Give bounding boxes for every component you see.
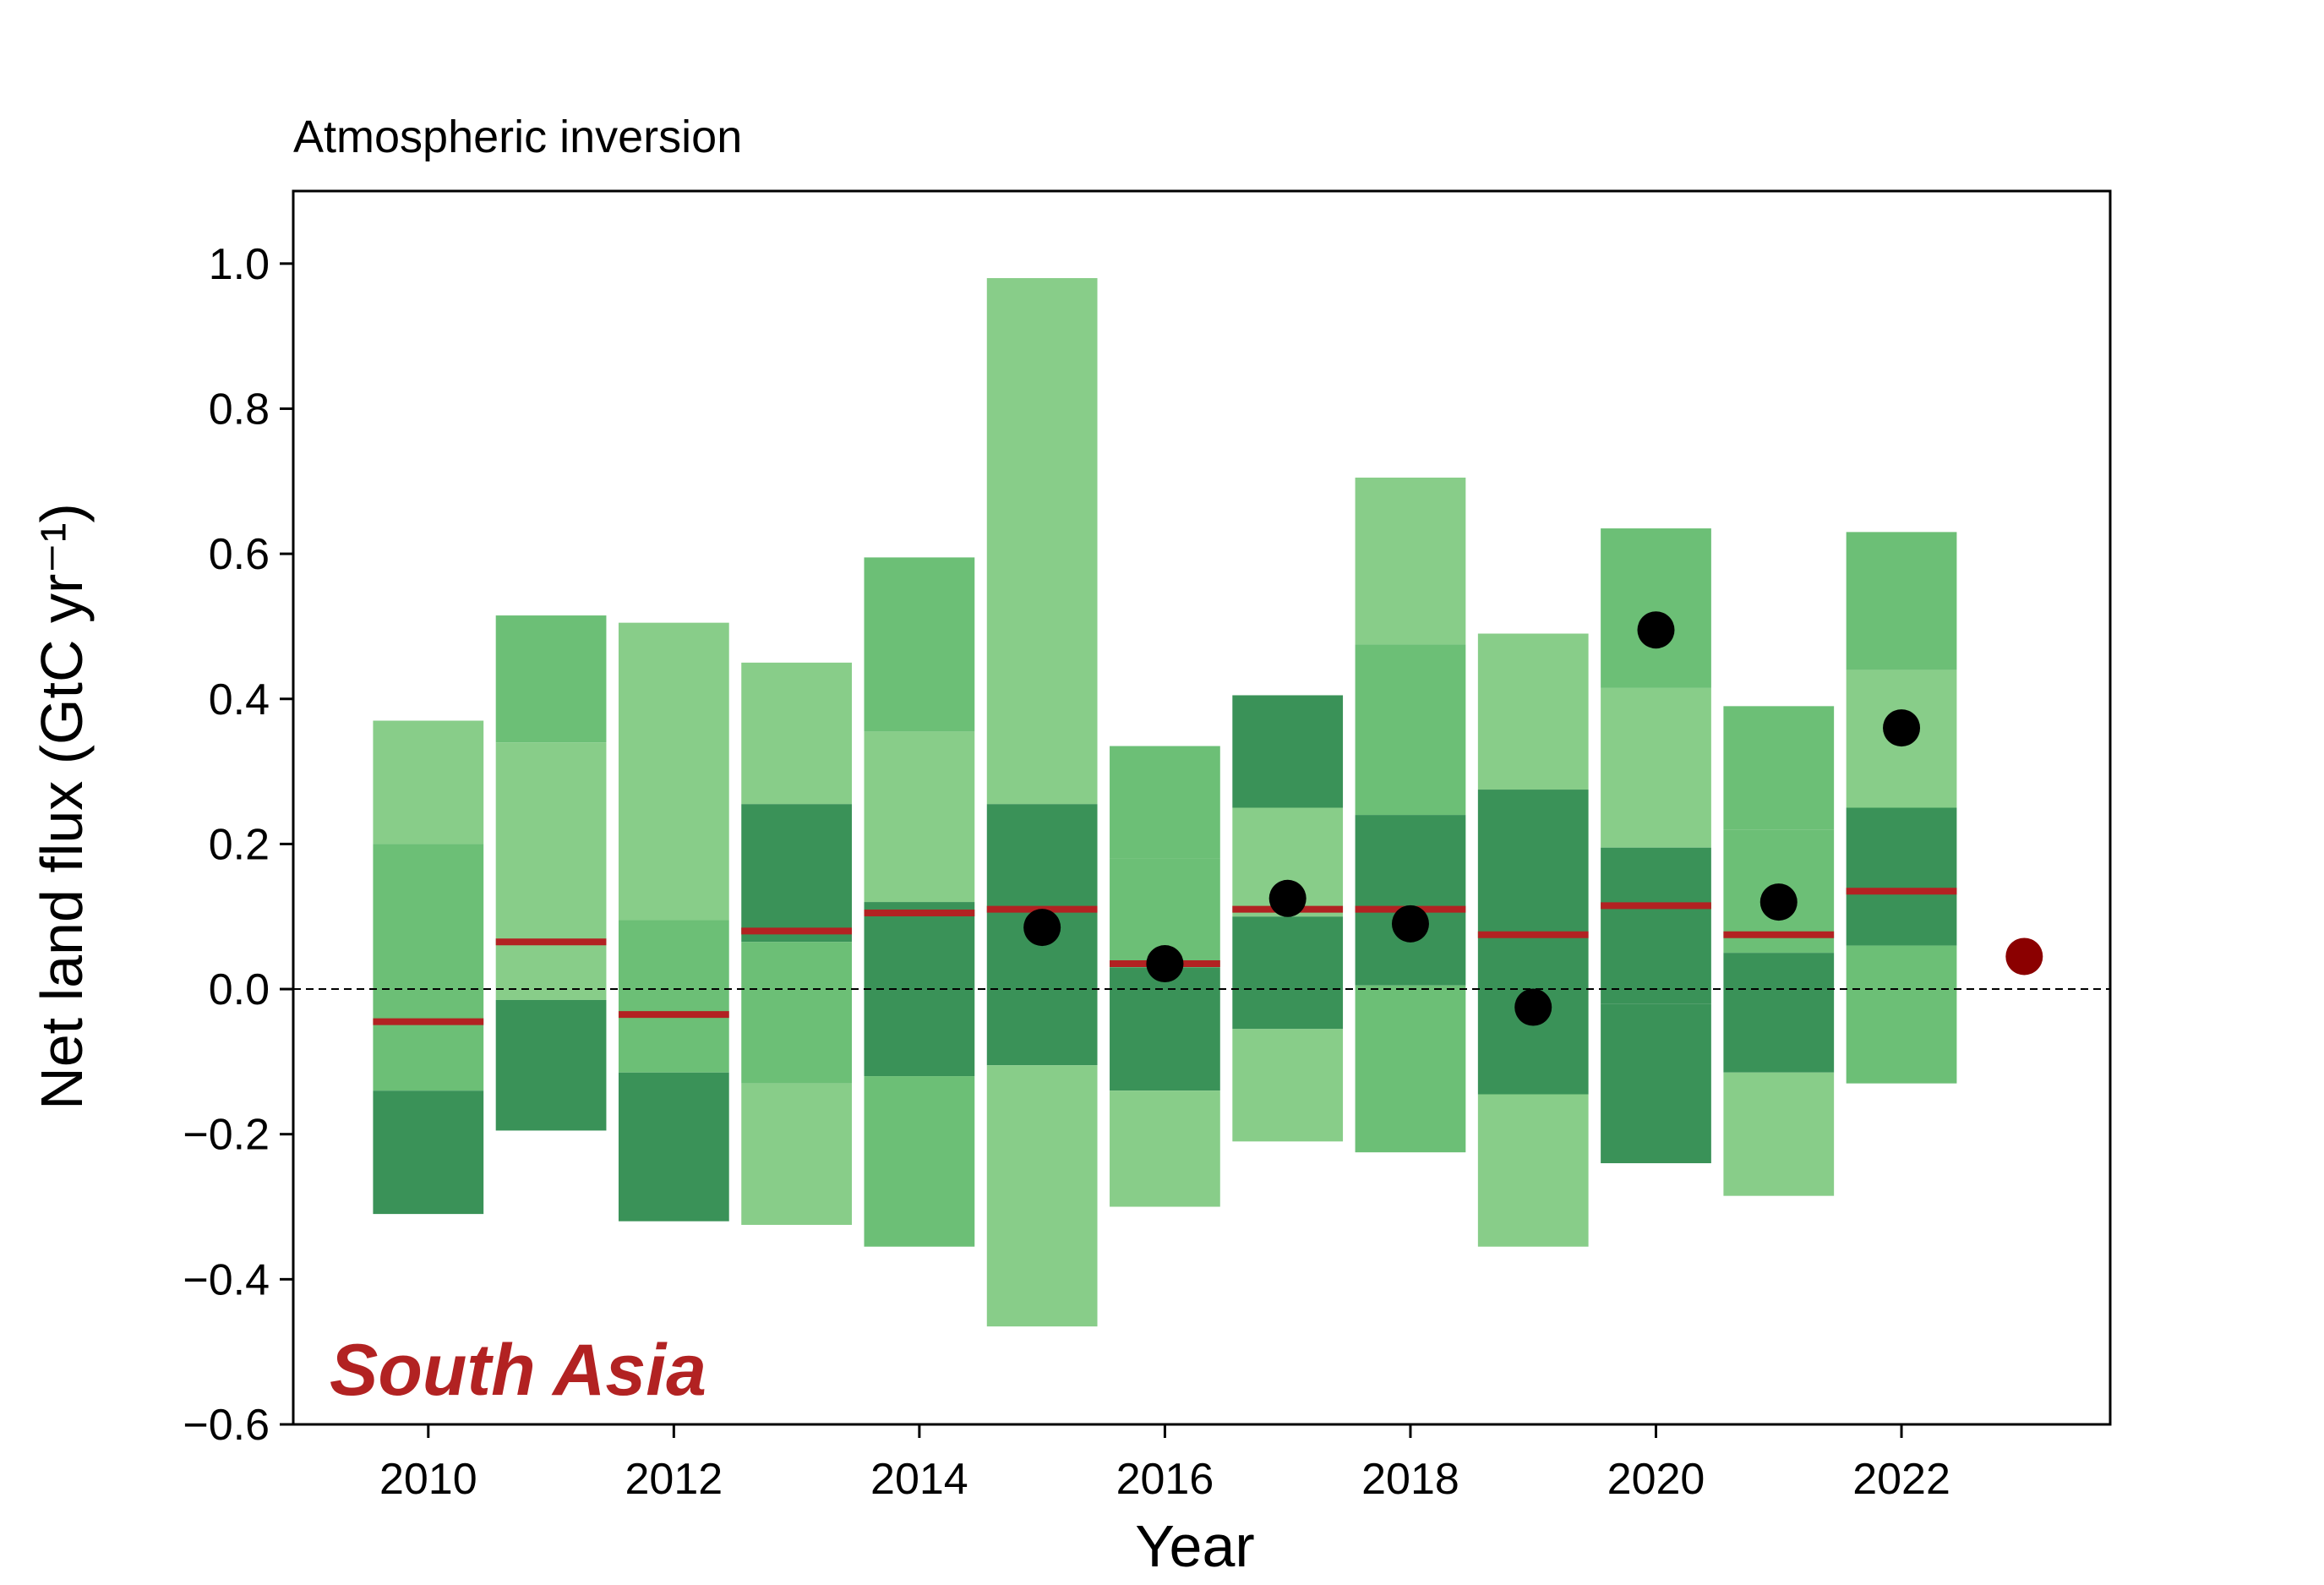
x-tick-label-2018: 2018 xyxy=(1361,1455,1459,1504)
bar-segment-2015-3 xyxy=(986,1065,1098,1327)
y-tick-label-1: 1.0 xyxy=(209,240,270,289)
x-tick-label-2010: 2010 xyxy=(379,1455,477,1504)
plot-area xyxy=(293,277,2110,1327)
bar-segment-2014-4 xyxy=(864,1076,975,1247)
bar-segment-2017-4 xyxy=(1232,1029,1344,1142)
y-tick-label-0.4: 0.4 xyxy=(209,675,270,724)
y-tick-label-0.8: 0.8 xyxy=(209,385,270,434)
x-tick-label-2022: 2022 xyxy=(1852,1455,1950,1504)
x-tick-label-2016: 2016 xyxy=(1116,1455,1214,1504)
bar-segment-2017-3 xyxy=(1232,916,1344,1030)
y-tick-label--0.2: −0.2 xyxy=(183,1111,270,1160)
bar-segment-2018-2 xyxy=(1355,644,1466,816)
bar-segment-2011-2 xyxy=(495,742,607,1000)
bar-segment-2018-4 xyxy=(1355,985,1466,1153)
bar-segment-2012-2 xyxy=(618,920,729,1073)
bar-segment-2016-4 xyxy=(1110,1090,1220,1207)
bar-segment-2020-3 xyxy=(1601,847,1711,1004)
x-tick-label-2014: 2014 xyxy=(870,1455,968,1504)
chart-title: Atmospheric inversion xyxy=(293,112,742,162)
bar-segment-2021-4 xyxy=(1723,1072,1835,1196)
x-tick-label-2020: 2020 xyxy=(1607,1455,1705,1504)
bar-segment-2012-1 xyxy=(618,622,729,921)
y-tick-label-0.6: 0.6 xyxy=(209,530,270,579)
bar-segment-2019-1 xyxy=(1477,633,1589,790)
plot-frame xyxy=(292,189,2112,1426)
x-axis: 2010 2012 2014 2016 2018 2020 2022 xyxy=(379,1424,1950,1504)
y-tick-label-0.2: 0.2 xyxy=(209,820,270,869)
bar-segment-2018-1 xyxy=(1355,478,1466,645)
y-tick-label--0.6: −0.6 xyxy=(183,1401,270,1450)
bar-segment-2010-1 xyxy=(373,720,484,844)
bar-segment-2010-3 xyxy=(373,1090,484,1215)
bar-segment-2014-2 xyxy=(864,731,975,903)
bar-segment-2013-3 xyxy=(741,942,852,1084)
bar-segment-2016-1 xyxy=(1110,746,1220,859)
point-2016 xyxy=(1146,945,1184,983)
point-2023 xyxy=(2005,937,2043,976)
y-axis-title-text: Net land flux (GtC yr⁻¹) xyxy=(29,503,95,1110)
bar-segment-2018-3 xyxy=(1355,815,1466,986)
point-2018 xyxy=(1391,905,1429,943)
x-axis-title: Year xyxy=(1135,1513,1254,1579)
bar-segment-2017-1 xyxy=(1232,695,1344,808)
point-2022 xyxy=(1883,709,1921,747)
bar-segment-2013-1 xyxy=(741,662,852,805)
point-2015 xyxy=(1023,909,1061,947)
bar-segment-2019-3 xyxy=(1477,1094,1589,1247)
bars xyxy=(373,277,1957,1327)
point-2021 xyxy=(1759,883,1798,921)
points xyxy=(1023,611,2043,1026)
y-tick-label--0.4: −0.4 xyxy=(183,1255,270,1304)
bar-segment-2011-1 xyxy=(495,615,607,743)
bar-segment-2022-3 xyxy=(1846,807,1957,946)
bar-segment-2022-1 xyxy=(1846,532,1957,670)
bar-segment-2020-4 xyxy=(1601,1003,1711,1164)
y-axis: −0.6 −0.4 −0.2 0.0 0.2 0.4 0.6 0.8 1.0 xyxy=(183,240,293,1450)
bar-segment-2022-4 xyxy=(1846,945,1957,1084)
bar-segment-2010-2 xyxy=(373,844,484,1091)
bar-segment-2016-3 xyxy=(1110,967,1220,1091)
bar-segment-2014-1 xyxy=(864,557,975,732)
point-2017 xyxy=(1268,879,1307,917)
bar-segment-2013-4 xyxy=(741,1083,852,1225)
y-tick-label-0: 0.0 xyxy=(209,965,270,1014)
bar-segment-2019-2 xyxy=(1477,790,1589,1095)
region-label: South Asia xyxy=(330,1330,706,1411)
bar-segment-2012-3 xyxy=(618,1072,729,1222)
y-axis-title: Net land flux (GtC yr⁻¹) xyxy=(29,503,95,1110)
bar-segment-2013-2 xyxy=(741,804,852,943)
bar-segment-2015-1 xyxy=(986,277,1098,805)
point-2019 xyxy=(1514,988,1552,1026)
bar-segment-2021-3 xyxy=(1723,953,1835,1073)
bar-segment-2021-1 xyxy=(1723,706,1835,830)
bar-segment-2020-1 xyxy=(1601,528,1711,688)
bar-segment-2011-3 xyxy=(495,999,607,1131)
point-2020 xyxy=(1637,611,1675,649)
medians xyxy=(373,888,1957,1025)
x-tick-label-2012: 2012 xyxy=(625,1455,723,1504)
bar-segment-2020-2 xyxy=(1601,687,1711,848)
